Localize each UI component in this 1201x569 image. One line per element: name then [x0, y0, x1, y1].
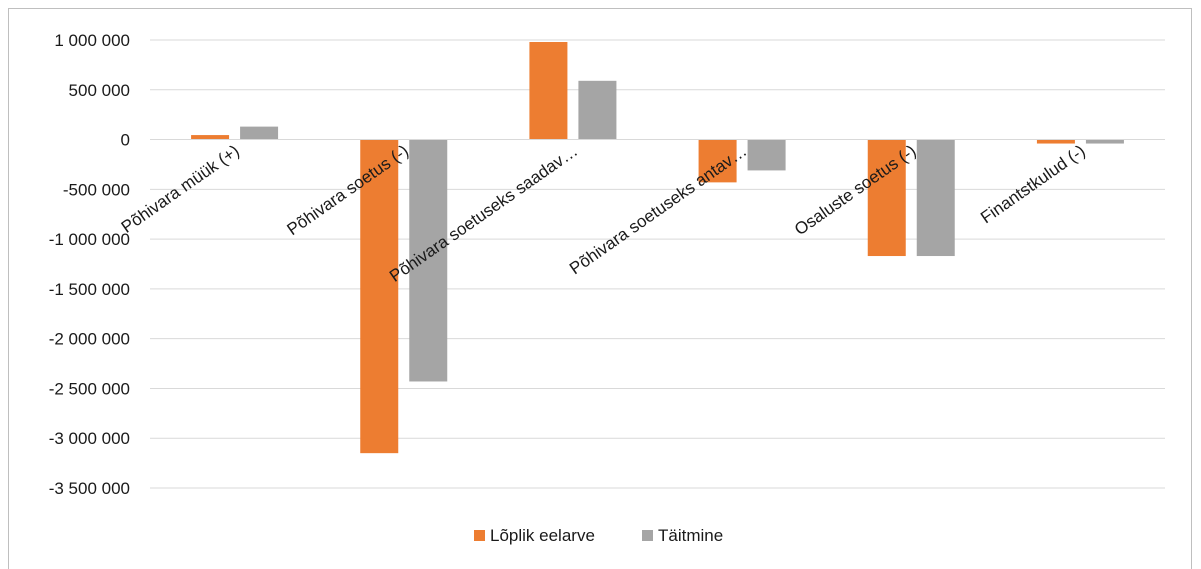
bar-taitmine	[240, 126, 279, 140]
bar-taitmine	[747, 139, 786, 171]
bar-taitmine	[916, 139, 955, 257]
bar-taitmine	[409, 139, 448, 382]
bar-loplik-eelarve	[1036, 139, 1075, 144]
legend-swatch-taitmine	[642, 530, 653, 541]
legend-label-loplik-eelarve: Lõplik eelarve	[490, 526, 595, 545]
bar-loplik-eelarve	[360, 139, 399, 454]
gridlines	[150, 39, 1165, 489]
legend-label-taitmine: Täitmine	[658, 526, 723, 545]
y-tick-label: 500 000	[69, 81, 130, 100]
y-tick-label: -2 500 000	[49, 379, 130, 398]
bar-taitmine	[1085, 139, 1124, 144]
y-tick-label: 0	[121, 131, 130, 150]
legend: Lõplik eelarve Täitmine	[474, 526, 723, 545]
bar-taitmine	[578, 80, 617, 140]
bar-loplik-eelarve	[529, 41, 568, 140]
bar-loplik-eelarve	[191, 135, 230, 140]
y-tick-label: -1 000 000	[49, 230, 130, 249]
bar-loplik-eelarve	[698, 139, 737, 183]
y-axis-tick-labels: 1 000 000 500 000 0 -500 000 -1 000 000 -1 50…	[49, 31, 130, 498]
y-tick-label: -1 500 000	[49, 280, 130, 299]
category-label: Finantstkulud (-)	[977, 141, 1089, 227]
y-tick-label: -3 000 000	[49, 429, 130, 448]
y-tick-label: -3 500 000	[49, 479, 130, 498]
y-tick-label: -500 000	[63, 180, 130, 199]
legend-swatch-loplik-eelarve	[474, 530, 485, 541]
category-label: Põhivara soetuseks antav…	[566, 141, 750, 278]
y-tick-label: -2 000 000	[49, 330, 130, 349]
y-tick-label: 1 000 000	[54, 31, 130, 50]
bar-loplik-eelarve	[867, 139, 906, 257]
bars	[191, 41, 1124, 454]
